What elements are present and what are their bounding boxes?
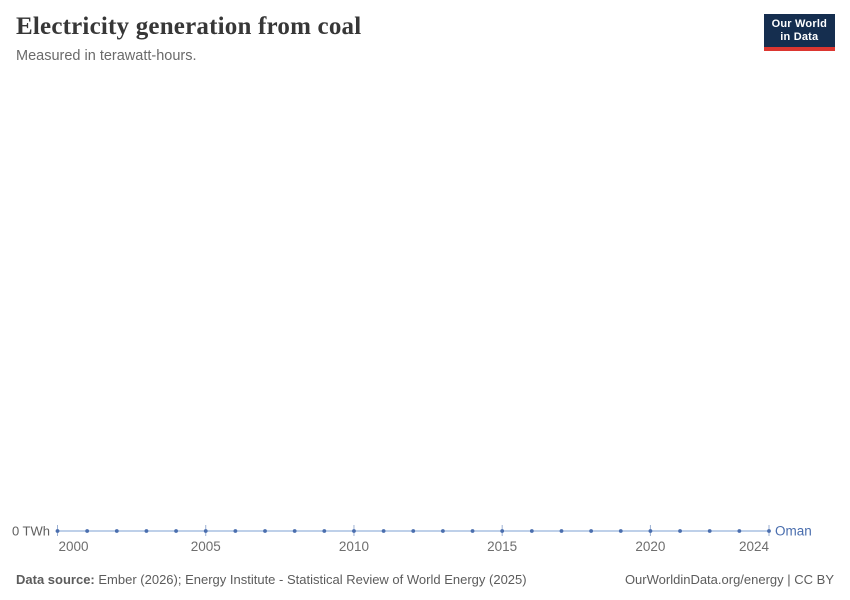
chart-header: Electricity generation from coal Measure… <box>16 12 361 65</box>
footer-link[interactable]: OurWorldinData.org/energy | CC BY <box>624 572 834 587</box>
data-source-text: Ember (2026); Energy Institute - Statist… <box>98 572 527 587</box>
data-point <box>678 529 682 533</box>
data-point <box>618 529 623 533</box>
data-source-note: Data source: Ember (2026); Energy Instit… <box>16 572 527 587</box>
data-point <box>529 529 534 533</box>
data-point <box>500 529 505 533</box>
data-point <box>737 529 742 533</box>
data-point <box>85 529 90 533</box>
x-axis-label: 2010 <box>339 539 369 554</box>
x-axis-label: 2020 <box>635 539 665 554</box>
page-subtitle: Measured in terawatt-hours. <box>16 48 197 64</box>
chart-canvas: 2000 2005 2010 2015 2020 2024 0 TWh Oman <box>12 524 812 555</box>
data-point <box>55 529 60 533</box>
data-point <box>411 529 416 533</box>
data-point <box>559 529 564 533</box>
data-point <box>767 529 771 533</box>
x-axis-label: 2000 <box>59 539 89 554</box>
data-point <box>292 529 297 533</box>
page-title: Electricity generation from coal <box>16 13 362 40</box>
chart-footer: Data source: Ember (2026); Energy Instit… <box>16 572 834 587</box>
data-point <box>322 529 327 533</box>
data-point <box>114 529 119 533</box>
data-point <box>174 529 178 533</box>
data-point <box>440 529 445 533</box>
data-point <box>470 529 475 533</box>
owid-logo-line2: in Data <box>780 31 819 43</box>
owid-logo-line1: Our World <box>771 18 827 30</box>
x-axis-label: 2005 <box>191 539 221 554</box>
entity-label: Oman <box>775 524 812 539</box>
data-point <box>203 529 208 533</box>
owid-logo[interactable]: Our World in Data <box>763 14 835 51</box>
data-point <box>707 529 712 533</box>
data-point <box>352 529 356 533</box>
y-axis-label: 0 TWh <box>12 524 50 539</box>
data-point <box>648 529 653 533</box>
data-point <box>589 529 594 533</box>
x-axis-label: 2024 <box>739 539 770 554</box>
data-point <box>263 529 267 533</box>
x-axis-label: 2015 <box>487 539 517 554</box>
data-point <box>233 529 238 533</box>
data-source-label: Data source: <box>16 572 95 587</box>
data-point <box>144 529 149 533</box>
data-point <box>381 529 386 533</box>
